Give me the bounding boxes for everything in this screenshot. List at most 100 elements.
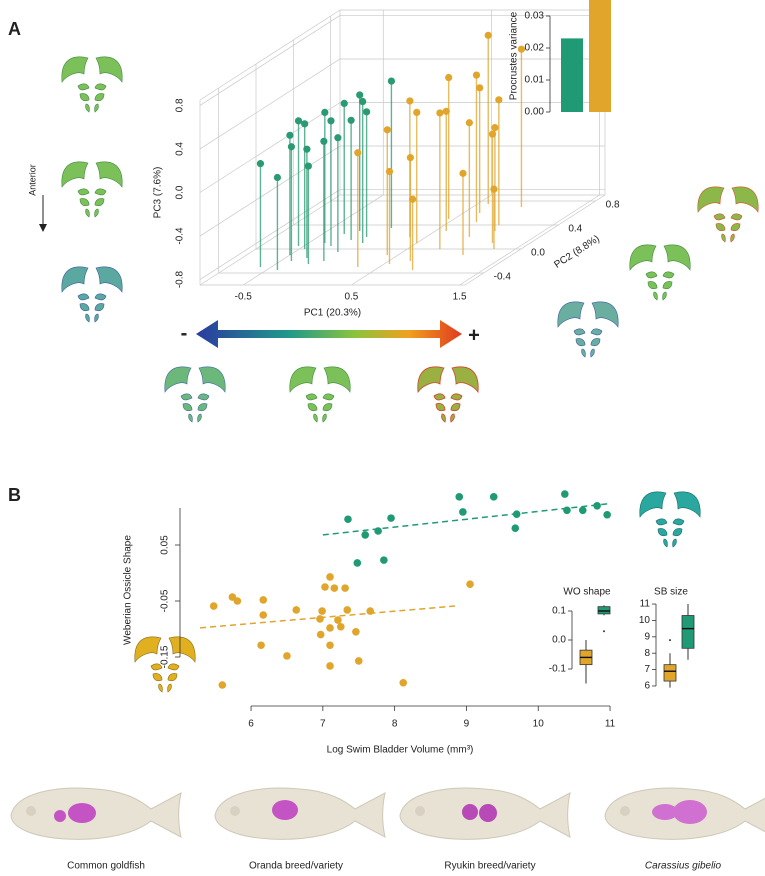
y-tick-label: 0.1 — [552, 606, 566, 617]
panel-label: A — [8, 19, 21, 39]
grid-line — [199, 58, 341, 150]
bar — [589, 0, 611, 112]
point — [294, 117, 303, 125]
point — [344, 515, 352, 524]
y-tick-label: 0.01 — [525, 75, 545, 86]
point — [340, 99, 348, 108]
z-tick-label: 0.4 — [175, 142, 186, 156]
z-tick-label: 0.0 — [175, 185, 186, 199]
point — [459, 508, 467, 516]
point — [334, 616, 342, 624]
point — [489, 493, 498, 501]
point — [603, 510, 611, 519]
y-tick-label: 7 — [644, 664, 650, 675]
y-tick-label: 0.0 — [552, 635, 566, 646]
point — [455, 493, 464, 501]
fit-line — [322, 502, 611, 536]
point — [366, 607, 375, 615]
point — [327, 117, 335, 125]
point — [466, 580, 474, 588]
x-tick-label: 8 — [392, 719, 398, 730]
box-edge — [464, 194, 606, 286]
x-tick-label: 7 — [320, 719, 326, 730]
minus-label: - — [181, 322, 188, 344]
y-tick-label: 10 — [639, 615, 651, 626]
point — [512, 510, 521, 518]
point — [336, 622, 345, 631]
point — [495, 96, 503, 104]
point — [326, 573, 334, 581]
point — [292, 606, 301, 614]
point — [383, 126, 391, 134]
point — [361, 531, 370, 539]
bar — [561, 38, 583, 112]
y-tick-label: 9 — [644, 631, 650, 642]
y-tick-label: 0.03 — [525, 11, 545, 22]
point — [303, 145, 311, 153]
point — [356, 91, 364, 99]
point — [259, 611, 268, 619]
z-tick-label: -0.4 — [175, 227, 186, 245]
fit-line — [199, 605, 456, 629]
point — [209, 602, 218, 610]
x-tick-label: 6 — [248, 719, 254, 730]
y-tick-label: -0.1 — [549, 664, 567, 675]
point — [304, 162, 312, 170]
point — [286, 131, 294, 139]
point — [287, 143, 296, 151]
grid-line — [199, 15, 341, 106]
point — [343, 606, 352, 614]
point — [511, 524, 520, 532]
point — [465, 119, 473, 127]
point — [490, 185, 498, 193]
point — [561, 490, 569, 498]
point — [326, 662, 334, 670]
point — [341, 584, 349, 592]
y-tick-label: 0.00 — [525, 107, 545, 118]
point — [409, 195, 417, 203]
y-tick-label: -0.15 — [160, 645, 171, 668]
point — [491, 124, 499, 132]
caption: Oranda breed/variety — [249, 861, 343, 872]
box — [597, 606, 611, 615]
x-tick-label: 11 — [605, 719, 616, 730]
point — [445, 73, 453, 82]
point — [326, 641, 334, 650]
point — [316, 630, 325, 639]
point — [354, 657, 363, 665]
z-axis-label: PC3 (7.6%) — [153, 167, 164, 219]
grid-line — [459, 194, 600, 286]
point — [326, 624, 334, 632]
y-tick-label: 0.05 — [160, 535, 171, 555]
y-tick-label: 0.8 — [606, 200, 620, 211]
point — [399, 678, 408, 687]
point — [374, 527, 382, 535]
y-tick-label: -0.4 — [494, 272, 512, 283]
point — [334, 134, 342, 142]
y-axis-label: PC2 (8.8%) — [552, 233, 601, 270]
z-tick-label: -0.8 — [175, 271, 186, 289]
box-edge — [199, 9, 341, 101]
panel-label: B — [8, 485, 21, 505]
box — [663, 664, 677, 682]
point — [273, 173, 282, 182]
point — [321, 583, 329, 591]
point — [233, 597, 242, 605]
box — [681, 615, 695, 649]
point — [320, 137, 328, 145]
plus-label: + — [468, 324, 480, 346]
point — [563, 506, 571, 515]
caption: Ryukin breed/variety — [444, 861, 535, 872]
point — [330, 584, 339, 592]
y-tick-label: 0.4 — [568, 224, 582, 235]
fish-images — [10, 787, 765, 840]
x-tick-label: 9 — [464, 719, 470, 730]
point — [413, 108, 421, 117]
point — [363, 108, 371, 116]
y-tick-label: 11 — [640, 599, 651, 610]
point — [256, 160, 265, 168]
shape-images — [39, 56, 759, 693]
point — [476, 84, 484, 92]
anterior-arrowhead — [39, 224, 47, 232]
point — [406, 97, 414, 105]
